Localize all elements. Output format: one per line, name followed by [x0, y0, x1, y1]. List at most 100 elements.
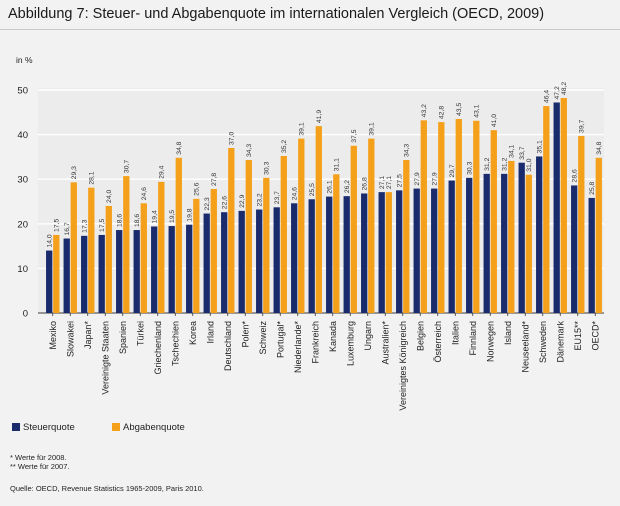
data-label: 29,3: [71, 166, 78, 179]
category-label: Vereinigte Staaten: [100, 321, 110, 395]
category-label: Luxemburg: [345, 321, 355, 366]
category-label: Tschechien: [170, 321, 180, 366]
bar-steuerquote: [98, 234, 105, 313]
bar-abgabenquote: [245, 160, 252, 313]
bar-abgabenquote: [158, 181, 165, 313]
data-label: 34,3: [246, 144, 253, 157]
bar-steuerquote: [588, 197, 595, 313]
legend-label-steuerquote: Steuerquote: [23, 422, 75, 433]
data-label: 43,1: [474, 104, 481, 117]
bar-steuerquote: [46, 250, 53, 313]
data-label: 30,3: [467, 161, 474, 174]
legend-swatch-steuerquote: [12, 423, 20, 431]
category-label: Neuseeland*: [520, 321, 530, 373]
data-label: 33,7: [519, 146, 526, 159]
bar-abgabenquote: [473, 120, 480, 313]
bar-abgabenquote: [53, 234, 60, 313]
bar-steuerquote: [378, 192, 385, 313]
category-label: Frankreich: [310, 321, 320, 364]
y-tick-label: 20: [17, 219, 28, 230]
data-label: 27,9: [432, 172, 439, 185]
data-label: 30,7: [124, 160, 131, 173]
data-label: 47,2: [554, 86, 561, 99]
category-label: Irland: [205, 321, 215, 344]
data-label: 39,1: [299, 122, 306, 135]
category-label: Belgien: [415, 321, 425, 351]
bar-steuerquote: [291, 203, 298, 313]
data-label: 25,6: [194, 182, 201, 195]
category-label: Polen*: [240, 321, 250, 348]
bar-abgabenquote: [350, 145, 357, 313]
data-label: 31,2: [484, 157, 491, 170]
bar-abgabenquote: [333, 174, 340, 313]
bar-abgabenquote: [298, 138, 305, 313]
bar-steuerquote: [518, 162, 525, 313]
bar-steuerquote: [203, 213, 210, 313]
data-label: 46,4: [544, 90, 551, 103]
category-label: Norwegen: [485, 321, 495, 362]
data-label: 14,0: [47, 234, 54, 247]
data-label: 27,8: [211, 173, 218, 186]
bar-abgabenquote: [280, 156, 287, 313]
category-label: Finnland: [468, 321, 478, 356]
data-label: 26,1: [327, 180, 334, 193]
data-label: 26,2: [344, 180, 351, 193]
y-tick-label: 0: [23, 309, 28, 320]
bar-abgabenquote: [123, 176, 130, 313]
bar-steuerquote: [361, 193, 368, 313]
data-label: 22,3: [204, 197, 211, 210]
data-label: 28,6: [572, 169, 579, 182]
bar-abgabenquote: [385, 192, 392, 313]
bar-abgabenquote: [455, 118, 462, 314]
data-label: 31,1: [334, 158, 341, 171]
data-label: 23,2: [257, 193, 264, 206]
bar-abgabenquote: [70, 182, 77, 313]
category-label: Deutschland: [223, 321, 233, 371]
bar-abgabenquote: [315, 126, 322, 313]
data-label: 29,7: [449, 164, 456, 177]
data-label: 43,2: [421, 104, 428, 117]
bar-abgabenquote: [490, 130, 497, 313]
bar-abgabenquote: [438, 122, 445, 313]
data-label: 48,2: [561, 82, 568, 95]
bar-steuerquote: [431, 188, 438, 313]
y-axis-label: in %: [16, 55, 33, 65]
data-label: 27,5: [397, 174, 404, 187]
category-label: Island: [503, 321, 513, 345]
bar-abgabenquote: [228, 147, 235, 313]
data-label: 24,0: [106, 190, 113, 203]
bar-steuerquote: [571, 185, 578, 313]
bar-steuerquote: [396, 190, 403, 313]
bar-steuerquote: [151, 226, 158, 313]
category-label: Mexiko: [48, 321, 58, 350]
bar-steuerquote: [413, 188, 420, 313]
category-label: Niederlande*: [293, 321, 303, 374]
bar-steuerquote: [273, 207, 280, 313]
bar-abgabenquote: [403, 160, 410, 313]
bar-abgabenquote: [263, 177, 270, 313]
category-label: EU15**: [573, 321, 583, 351]
bar-abgabenquote: [140, 203, 147, 313]
data-label: 34,3: [404, 144, 411, 157]
bar-steuerquote: [553, 102, 560, 313]
data-label: 18,6: [134, 214, 141, 227]
bar-abgabenquote: [88, 187, 95, 313]
data-label: 37,5: [351, 129, 358, 142]
category-label: Korea: [188, 321, 198, 345]
data-label: 39,1: [369, 122, 376, 135]
data-label: 22,9: [239, 194, 246, 207]
source-note: Quelle: OECD, Revenue Statistics 1965-20…: [10, 484, 204, 493]
data-label: 27,1: [379, 176, 386, 189]
bar-abgabenquote: [368, 138, 375, 313]
data-label: 25,8: [589, 181, 596, 194]
bar-steuerquote: [536, 156, 543, 313]
data-label: 28,1: [89, 171, 96, 184]
category-label: Spanien: [118, 321, 128, 354]
bar-abgabenquote: [560, 98, 567, 313]
category-label: Slowakei: [65, 321, 75, 357]
legend-swatch-abgabenquote: [112, 423, 120, 431]
y-tick-label: 30: [17, 175, 28, 186]
data-label: 34,8: [176, 141, 183, 154]
data-label: 23,7: [274, 191, 281, 204]
